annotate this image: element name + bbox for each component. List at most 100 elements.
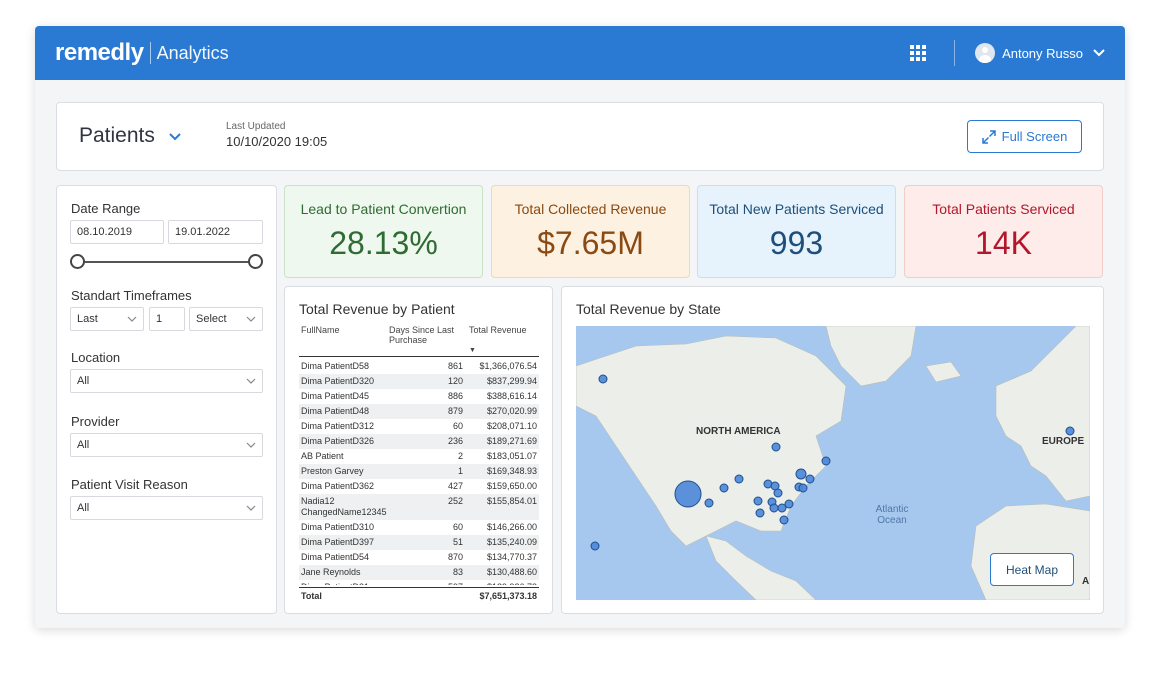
heat-map-button[interactable]: Heat Map (990, 553, 1074, 586)
table-cell-name: Dima PatientD58 (301, 361, 370, 371)
column-header-fullname[interactable]: FullName (301, 325, 340, 335)
table-cell-days: 870 (447, 552, 463, 562)
table-cell-days: 60 (452, 421, 463, 431)
table-cell-rev: $155,854.01 (486, 496, 537, 506)
table-row[interactable]: Dima PatientD310 60 $146,266.00 (299, 520, 539, 535)
table-cell-name: Dima PatientD326 (301, 436, 375, 446)
slider-end-handle[interactable] (248, 254, 263, 269)
table-row[interactable]: Nadia12 ChangedName12345 252 $155,854.01 (299, 494, 539, 520)
map-marker (674, 480, 702, 508)
product-name: Analytics (156, 42, 229, 63)
map-title: Total Revenue by State (576, 301, 721, 317)
kpi-title: Total Patients Serviced (932, 201, 1075, 217)
provider-value: All (77, 439, 90, 451)
label-africa-partial: A (1082, 576, 1089, 587)
page-title: Patients (79, 124, 155, 147)
location-label: Location (71, 350, 121, 365)
chevron-down-icon (246, 314, 256, 324)
table-row[interactable]: Dima PatientD45 886 $388,616.14 (299, 389, 539, 404)
timeframe-count-value: 1 (156, 313, 163, 325)
table-row[interactable]: Dima PatientD48 879 $270,020.99 (299, 404, 539, 419)
map-marker (798, 483, 808, 493)
table-cell-days: 252 (447, 496, 463, 506)
map-marker (805, 474, 815, 484)
map-marker (590, 541, 600, 551)
table-cell-days: 861 (447, 361, 463, 371)
table-row[interactable]: Jane Reynolds 83 $130,488.60 (299, 565, 539, 580)
map-marker (755, 508, 765, 518)
table-cell-rev: $270,020.99 (486, 406, 537, 416)
table-row[interactable]: Dima PatientD54 870 $134,770.37 (299, 550, 539, 565)
date-to-value: 19.01.2022 (175, 226, 231, 238)
slider-start-handle[interactable] (70, 254, 85, 269)
visit-reason-label: Patient Visit Reason (71, 477, 188, 492)
timeframe-count-input[interactable]: 1 (149, 307, 185, 331)
table-row[interactable]: Dima PatientD397 51 $135,240.09 (299, 535, 539, 550)
revenue-by-patient-card: Total Revenue by Patient FullName Days S… (284, 286, 553, 614)
date-from-input[interactable]: 08.10.2019 (70, 220, 164, 244)
top-navbar: remedly Analytics Antony Russo (35, 26, 1125, 80)
timeframe-mode-select[interactable]: Last (70, 307, 144, 331)
table-row[interactable]: Dima PatientD320 120 $837,299.94 (299, 374, 539, 389)
table-row[interactable]: Preston Garvey 1 $169,348.93 (299, 464, 539, 479)
table-cell-rev: $388,616.14 (486, 391, 537, 401)
table-cell-rev: $183,051.07 (486, 451, 537, 461)
chevron-down-icon (246, 376, 256, 386)
expand-icon (981, 129, 996, 144)
table-cell-days: 236 (447, 436, 463, 446)
kpi-title: Lead to Patient Convertion (300, 201, 467, 217)
revenue-table-total: Total $7,651,373.18 (299, 587, 539, 601)
map-marker (779, 515, 789, 525)
table-cell-rev: $159,650.00 (486, 481, 537, 491)
table-row[interactable]: Dima PatientD31597$129,926.73 (299, 580, 539, 585)
table-cell-days: 120 (447, 376, 463, 386)
user-menu[interactable]: Antony Russo (975, 43, 1105, 63)
column-header-days[interactable]: Days Since Last Purchase (389, 325, 455, 345)
visit-reason-select[interactable]: All (70, 496, 263, 520)
table-cell-rev: $146,266.00 (486, 522, 537, 532)
kpi-new-patients: Total New Patients Serviced 993 (697, 185, 896, 278)
table-cell-name: Nadia12 ChangedName12345 (301, 496, 387, 517)
central-america-land (705, 535, 817, 600)
full-screen-label: Full Screen (1001, 129, 1068, 144)
map-marker (598, 374, 608, 384)
table-row[interactable]: Dima PatientD58 861 $1,366,076.54 (299, 359, 539, 374)
location-select[interactable]: All (70, 369, 263, 393)
map-marker (795, 468, 807, 480)
chevron-down-icon (1093, 46, 1105, 60)
table-cell-rev: $837,299.94 (486, 376, 537, 386)
table-cell-name: Dima PatientD45 (301, 391, 370, 401)
label-north-america: NORTH AMERICA (696, 426, 781, 437)
filter-panel: Date Range 08.10.2019 19.01.2022 Standar… (56, 185, 277, 614)
table-cell-name: Dima PatientD312 (301, 421, 375, 431)
table-cell-rev: $134,770.37 (486, 552, 537, 562)
topbar-divider (954, 40, 956, 66)
revenue-table-body[interactable]: Dima PatientD58 861 $1,366,076.54 Dima Pati… (299, 359, 539, 585)
column-header-revenue[interactable]: Total Revenue (469, 325, 527, 335)
page-selector[interactable]: Patients (79, 124, 181, 148)
table-row[interactable]: Dima PatientD326 236 $189,271.69 (299, 434, 539, 449)
table-cell-days: 2 (457, 451, 463, 461)
topbar-actions: Antony Russo (910, 40, 1105, 66)
kpi-collected-revenue: Total Collected Revenue $7.65M (491, 185, 690, 278)
table-cell-days: 886 (447, 391, 463, 401)
full-screen-button[interactable]: Full Screen (967, 120, 1082, 153)
provider-select[interactable]: All (70, 433, 263, 457)
total-value: $7,651,373.18 (479, 591, 537, 601)
total-label: Total (301, 591, 322, 601)
app-window: remedly Analytics Antony Russo Patients (35, 26, 1125, 628)
table-row[interactable]: Dima PatientD362 427 $159,650.00 (299, 479, 539, 494)
revenue-map[interactable]: NORTH AMERICA EUROPE A Atlantic Ocean (576, 326, 1090, 600)
brand-divider (149, 42, 151, 64)
map-marker (704, 498, 714, 508)
app-grid-icon[interactable] (910, 45, 927, 61)
europe-land (995, 326, 1090, 502)
greenland-land (825, 326, 917, 387)
kpi-value: 14K (975, 225, 1032, 261)
timeframe-unit-select[interactable]: Select (189, 307, 263, 331)
map-marker (719, 483, 729, 493)
table-row[interactable]: Dima PatientD312 60 $208,071.10 (299, 419, 539, 434)
date-to-input[interactable]: 19.01.2022 (168, 220, 263, 244)
table-row[interactable]: AB Patient 2 $183,051.07 (299, 449, 539, 464)
kpi-title: Total New Patients Serviced (709, 201, 884, 217)
